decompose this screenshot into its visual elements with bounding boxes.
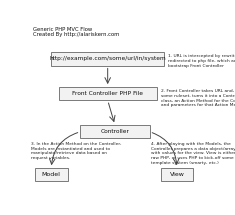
Text: Generic PHP MVC Flow: Generic PHP MVC Flow — [33, 27, 92, 32]
Text: Model: Model — [42, 172, 61, 177]
Text: 4. After playing with the Models, the
Controller prepares a data object/array
wi: 4. After playing with the Models, the Co… — [151, 142, 235, 165]
Text: 3. In the Action Method on the Controller,
Models are instantiated and used to
m: 3. In the Action Method on the Controlle… — [31, 142, 122, 160]
Text: http://example.com/some/url/in/system: http://example.com/some/url/in/system — [49, 56, 166, 61]
Text: 2. Front Controller takes URL and, based on
some ruleset, turns it into a Contro: 2. Front Controller takes URL and, based… — [161, 89, 235, 108]
FancyBboxPatch shape — [51, 52, 164, 66]
FancyBboxPatch shape — [161, 168, 193, 181]
Text: View: View — [169, 172, 184, 177]
Text: Controller: Controller — [101, 129, 129, 134]
FancyBboxPatch shape — [80, 125, 149, 138]
Text: 1. URL is intercepted by rewrite rules and
redirected to php file, which acts as: 1. URL is intercepted by rewrite rules a… — [168, 54, 235, 68]
Text: Front Controller PHP File: Front Controller PHP File — [72, 91, 143, 96]
FancyBboxPatch shape — [35, 168, 68, 181]
Text: Created By http://alariskern.com: Created By http://alariskern.com — [33, 32, 119, 37]
FancyBboxPatch shape — [59, 87, 157, 100]
